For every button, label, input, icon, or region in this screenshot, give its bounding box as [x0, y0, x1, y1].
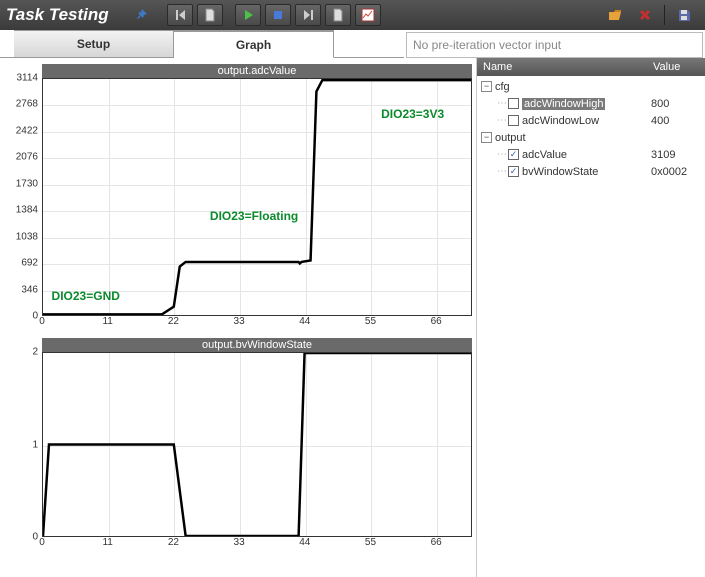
doc2-button[interactable] — [325, 4, 351, 26]
checkbox[interactable]: ✓ — [508, 149, 519, 160]
chart-title: output.bvWindowState — [42, 338, 472, 352]
chart-annotation: DIO23=GND — [52, 289, 120, 303]
tree-item[interactable]: ⋯✓adcValue3109 — [479, 146, 703, 163]
tree-panel: Name Value −cfg⋯adcWindowHigh800⋯adcWind… — [476, 58, 705, 577]
charts-panel: output.adcValue0346692103813841730207624… — [0, 58, 476, 577]
expand-toggle-icon[interactable]: − — [481, 81, 492, 92]
chart-button[interactable] — [355, 4, 381, 26]
tree-group[interactable]: −cfg — [479, 78, 703, 95]
tab-setup[interactable]: Setup — [14, 30, 174, 58]
tree-group[interactable]: −output — [479, 129, 703, 146]
checkbox[interactable]: ✓ — [508, 166, 519, 177]
tree-item[interactable]: ⋯adcWindowHigh800 — [479, 95, 703, 112]
tab-graph[interactable]: Graph — [174, 30, 334, 58]
app-title: Task Testing — [6, 5, 109, 25]
tree-header-value: Value — [653, 61, 705, 73]
chart: output.adcValue0346692103813841730207624… — [12, 64, 472, 330]
step_start-button[interactable] — [167, 4, 193, 26]
doc1-button[interactable] — [197, 4, 223, 26]
chart-annotation: DIO23=Floating — [210, 209, 298, 223]
checkbox[interactable] — [508, 98, 519, 109]
info-bar: No pre-iteration vector input — [406, 32, 703, 58]
delete-button[interactable] — [632, 4, 658, 26]
pin-button[interactable] — [129, 4, 155, 26]
chart: output.bvWindowState0120112233445566 — [12, 338, 472, 551]
tree-item[interactable]: ⋯adcWindowLow400 — [479, 112, 703, 129]
stop-button[interactable] — [265, 4, 291, 26]
chart-title: output.adcValue — [42, 64, 472, 78]
tree-header-name: Name — [477, 61, 653, 73]
step-button[interactable] — [295, 4, 321, 26]
save-button[interactable] — [671, 4, 697, 26]
open-button[interactable] — [602, 4, 628, 26]
tree-item[interactable]: ⋯✓bvWindowState0x0002 — [479, 163, 703, 180]
expand-toggle-icon[interactable]: − — [481, 132, 492, 143]
chart-annotation: DIO23=3V3 — [381, 107, 444, 121]
checkbox[interactable] — [508, 115, 519, 126]
play-button[interactable] — [235, 4, 261, 26]
